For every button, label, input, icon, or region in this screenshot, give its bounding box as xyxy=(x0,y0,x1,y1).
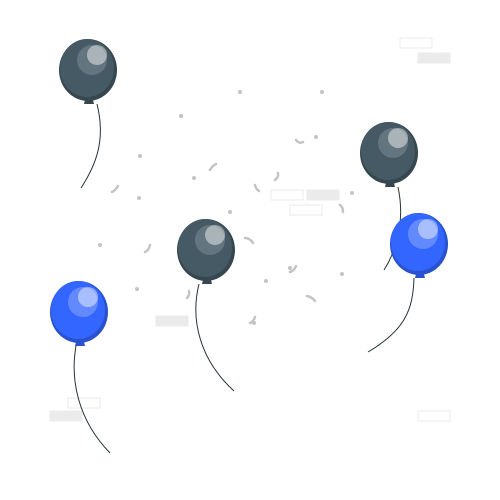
faint-shape xyxy=(155,315,189,327)
balloon-shine xyxy=(205,225,225,245)
balloon-string xyxy=(73,345,111,454)
balloon-glow xyxy=(378,128,408,158)
balloon-dark-icon xyxy=(177,219,235,392)
faint-shape xyxy=(417,52,451,64)
confetti-dot xyxy=(314,135,318,139)
confetti-dot xyxy=(137,196,141,200)
balloon-shine xyxy=(87,45,107,65)
confetti-dot xyxy=(192,176,196,180)
confetti-layer xyxy=(98,90,354,325)
faint-shape xyxy=(289,204,323,216)
balloon-glow xyxy=(195,225,225,255)
balloon-dark-icon xyxy=(59,39,117,189)
confetti-dot xyxy=(98,243,102,247)
balloon-shine xyxy=(388,128,408,148)
confetti-streamer xyxy=(143,243,152,254)
confetti-streamer xyxy=(273,171,280,182)
faint-shape xyxy=(49,410,83,422)
confetti-dot xyxy=(135,287,139,291)
balloon-string xyxy=(367,277,415,353)
confetti-dot xyxy=(340,272,344,276)
confetti-dot xyxy=(238,90,242,94)
balloons-layer xyxy=(50,39,448,454)
confetti-dot xyxy=(138,154,142,158)
confetti-streamer xyxy=(294,138,305,144)
balloon-blue-icon xyxy=(50,281,111,454)
confetti-streamer xyxy=(185,289,191,300)
balloon-shine xyxy=(418,219,438,239)
background-faint-shapes xyxy=(49,37,451,422)
confetti-streamer xyxy=(338,203,345,214)
confetti-dot xyxy=(179,114,183,118)
balloon-string xyxy=(195,283,235,392)
balloon-dark-icon xyxy=(360,122,418,271)
faint-shape xyxy=(270,189,304,201)
confetti-dot xyxy=(264,279,268,283)
confetti-streamer xyxy=(253,183,261,193)
confetti-dot xyxy=(228,210,232,214)
balloon-blue-icon xyxy=(367,213,448,353)
faint-shape xyxy=(399,37,433,49)
faint-shape xyxy=(67,397,101,409)
confetti-streamer xyxy=(243,236,255,245)
confetti-dot xyxy=(288,266,292,270)
balloon-glow xyxy=(68,287,98,317)
confetti-streamer xyxy=(208,162,218,172)
confetti-streamer xyxy=(248,315,257,325)
confetti-streamer xyxy=(288,264,298,274)
confetti-dot xyxy=(350,191,354,195)
faint-shape xyxy=(417,410,451,422)
balloon-string xyxy=(80,103,101,189)
balloon-glow xyxy=(408,219,438,249)
faint-shape xyxy=(306,189,340,201)
confetti-streamer xyxy=(110,184,120,194)
confetti-dot xyxy=(320,90,324,94)
confetti-streamer xyxy=(305,294,317,303)
balloon-shine xyxy=(78,287,98,307)
balloon-glow xyxy=(77,45,107,75)
